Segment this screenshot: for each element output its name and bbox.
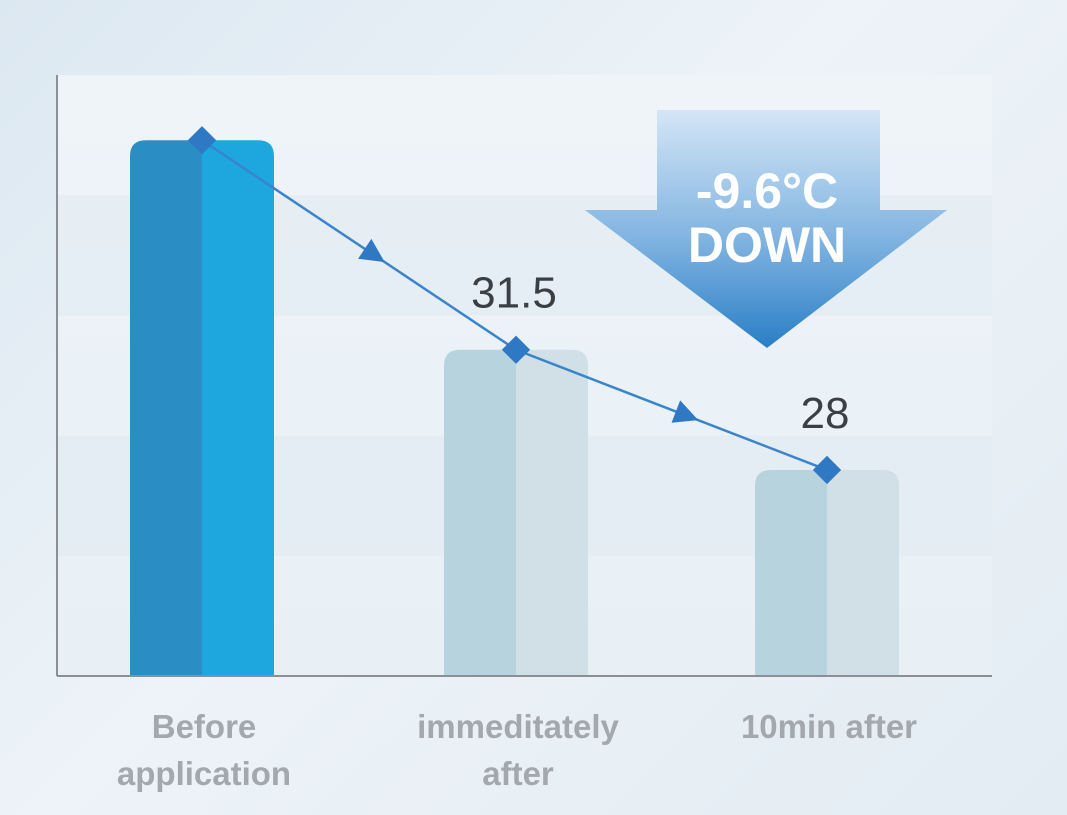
data-label: 28 bbox=[801, 389, 850, 438]
data-label: 31.5 bbox=[471, 269, 557, 318]
direction-arrow-icon bbox=[358, 238, 385, 263]
bar-left-half bbox=[130, 140, 202, 676]
bar-left-half bbox=[755, 469, 827, 676]
badge-line1: -9.6°C bbox=[696, 163, 838, 219]
category-label: immeditately bbox=[417, 708, 619, 745]
bar bbox=[130, 140, 274, 676]
bar-left-half bbox=[444, 349, 516, 676]
category-label: 10min after bbox=[741, 708, 917, 745]
category-label: after bbox=[482, 755, 554, 792]
bar bbox=[755, 469, 899, 676]
category-label: Before bbox=[152, 708, 257, 745]
bar bbox=[444, 349, 588, 676]
data-labels-group: 31.5 28 bbox=[471, 269, 849, 438]
bars-group bbox=[130, 140, 899, 676]
down-arrow-icon bbox=[585, 110, 947, 348]
bar-right-half bbox=[202, 140, 274, 676]
data-point-marker bbox=[812, 455, 842, 485]
direction-arrow-icon bbox=[671, 400, 699, 423]
category-labels-group: Before application immeditately after 10min … bbox=[117, 708, 917, 792]
temperature-drop-badge: -9.6°C DOWN bbox=[585, 110, 947, 348]
badge-line2: DOWN bbox=[688, 217, 846, 273]
bar-right-half bbox=[516, 349, 588, 676]
bar-right-half bbox=[827, 469, 899, 676]
category-label: application bbox=[117, 755, 291, 792]
